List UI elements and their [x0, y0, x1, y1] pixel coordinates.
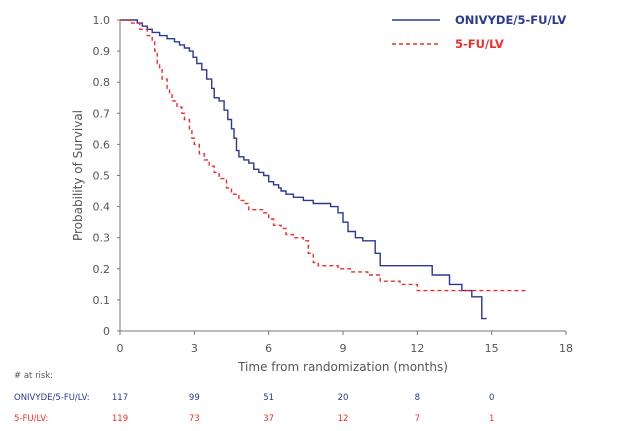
y-tick-label: 1.0	[93, 14, 111, 27]
y-tick-label: 0.2	[93, 263, 111, 276]
legend-label: ONIVYDE/5-FU/LV	[455, 13, 566, 27]
series-layer	[120, 19, 527, 320]
y-tick-label: 0.6	[93, 138, 111, 151]
x-tick-label: 18	[559, 342, 573, 355]
x-tick-label: 15	[485, 342, 499, 355]
x-tick-label: 3	[191, 342, 198, 355]
at-risk-value: 99	[189, 393, 200, 403]
at-risk-value: 37	[263, 414, 274, 424]
y-axis-title: Probability of Survival	[71, 110, 85, 241]
at-risk-value: 117	[112, 393, 128, 403]
y-tick-label: 0.7	[93, 107, 111, 120]
y-tick-label: 0.3	[93, 232, 111, 245]
x-tick-label: 12	[410, 342, 424, 355]
at-risk-value: 8	[415, 393, 420, 403]
x-axis-title: Time from randomization (months)	[237, 360, 448, 374]
at-risk-value: 7	[415, 414, 420, 424]
x-tick-label: 0	[117, 342, 124, 355]
at-risk-value: 20	[338, 393, 349, 403]
series-line-onivyde-5fu-lv	[120, 19, 487, 320]
y-tick-label: 0.9	[93, 45, 111, 58]
at-risk-value: 51	[263, 393, 274, 403]
y-tick-label: 0	[103, 325, 110, 338]
at-risk-value: 1	[489, 414, 494, 424]
at-risk-value: 0	[489, 393, 494, 403]
at-risk-row-label: 5-FU/LV:	[14, 414, 48, 424]
at-risk-row-label: ONIVYDE/5-FU/LV:	[14, 393, 90, 403]
y-tick-label: 0.1	[93, 294, 111, 307]
y-tick-label: 0.4	[93, 201, 111, 214]
at-risk-table: # at risk: ONIVYDE/5-FU/LV: 117 99 51 20 8 0 5-F…	[14, 371, 494, 424]
at-risk-value: 73	[189, 414, 200, 424]
y-tick-label: 0.5	[93, 170, 111, 183]
legend: ONIVYDE/5-FU/LV 5-FU/LV	[392, 13, 566, 51]
x-tick-label: 9	[340, 342, 347, 355]
at-risk-value: 119	[112, 414, 128, 424]
y-tick-label: 0.8	[93, 76, 111, 89]
legend-label: 5-FU/LV	[455, 37, 504, 51]
series-line-5fu-lv	[120, 19, 527, 292]
at-risk-heading: # at risk:	[14, 371, 53, 381]
x-tick-label: 6	[265, 342, 272, 355]
at-risk-value: 12	[338, 414, 349, 424]
axes: 0 0.1 0.2 0.3 0.4 0.5 0.6 0.7 0.8 0.9 1.0 0 3 6 9 12 15 1…	[71, 14, 573, 374]
